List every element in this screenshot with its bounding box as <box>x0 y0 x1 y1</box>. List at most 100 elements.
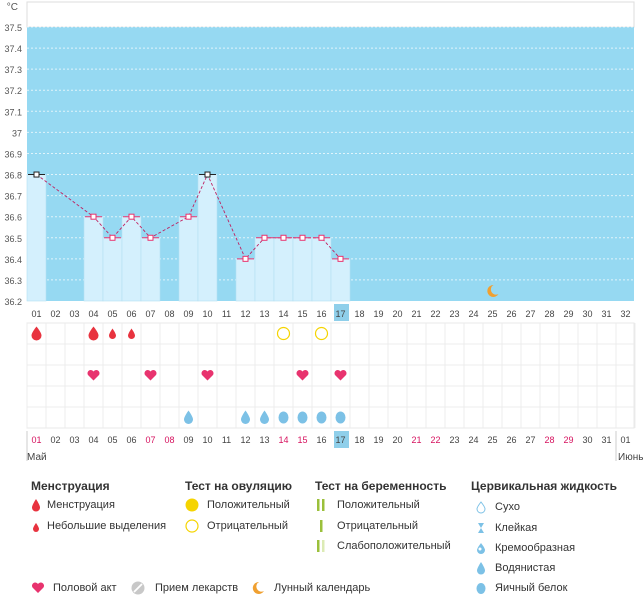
legend-label: Отрицательный <box>337 520 418 532</box>
legend-label: Кремообразная <box>495 542 576 554</box>
ovulation-negative-mark <box>276 326 291 341</box>
spotting-drop <box>109 328 116 339</box>
day-label: 29 <box>563 309 573 319</box>
y-tick-label: 36.2 <box>4 297 22 307</box>
legend-pregnancy-title: Тест на беременность <box>315 479 447 493</box>
moon-icon <box>252 581 264 594</box>
bottom-day-label: 02 <box>50 435 60 445</box>
bottom-day-label: 29 <box>563 435 573 445</box>
pill-icon <box>131 581 145 595</box>
y-tick-label: 36.8 <box>4 171 22 181</box>
day-label: 20 <box>392 309 402 319</box>
yellow-ring-icon <box>185 519 199 533</box>
legend-fluid-creamy: Кремообразная <box>475 541 575 555</box>
temperature-point <box>280 234 287 241</box>
month-label: Июнь <box>618 452 643 463</box>
double-bar-icon <box>317 499 325 511</box>
temperature-point <box>242 255 249 262</box>
bottom-day-label: 19 <box>373 435 383 445</box>
temperature-bar <box>26 174 47 302</box>
bottom-day-label: 13 <box>259 435 269 445</box>
temperature-point <box>33 171 40 178</box>
legend-pregnancy-negative: Отрицательный <box>315 519 418 533</box>
temperature-point <box>204 171 211 178</box>
faint-bar-icon <box>317 540 325 552</box>
temperature-bar <box>121 216 142 302</box>
bottom-day-label: 01 <box>620 435 630 445</box>
day-label: 07 <box>145 309 155 319</box>
fluid-watery-mark <box>241 410 250 424</box>
legend-label: Лунный календарь <box>274 582 371 594</box>
creamy-drop-icon <box>477 543 485 554</box>
day-label: 14 <box>278 309 288 319</box>
day-label: 02 <box>50 309 60 319</box>
bottom-day-label: 14 <box>278 435 288 445</box>
day-label: 22 <box>430 309 440 319</box>
legend-menstruation: Менструация <box>31 498 115 512</box>
temperature-point <box>185 213 192 220</box>
day-label: 05 <box>107 309 117 319</box>
legend-spotting: Небольшие выделения <box>31 519 166 533</box>
temperature-bar <box>102 237 123 302</box>
spotting-drop <box>128 328 135 339</box>
intercourse-heart <box>144 369 157 381</box>
y-tick-label: 37 <box>12 128 22 138</box>
bottom-day-label: 12 <box>240 435 250 445</box>
menstruation-drop <box>88 326 99 341</box>
legend-pregnancy-faint: Слабоположительный <box>315 539 451 553</box>
temperature-point <box>90 213 97 220</box>
fluid-eggwhite-mark <box>335 411 346 424</box>
moon-icon <box>487 284 499 297</box>
dry-drop-icon <box>476 501 486 514</box>
legend-fluid-sticky: Клейкая <box>475 521 537 535</box>
legend-label: Слабоположительный <box>337 540 451 552</box>
temperature-point <box>128 213 135 220</box>
y-tick-label: 36.9 <box>4 149 22 159</box>
day-label: 31 <box>601 309 611 319</box>
temperature-point <box>147 234 154 241</box>
y-tick-label: 37.5 <box>4 23 22 33</box>
y-tick-label: 36.3 <box>4 276 22 286</box>
menstruation-drop <box>31 326 42 341</box>
small-drop-icon <box>33 523 39 532</box>
bottom-day-label: 07 <box>145 435 155 445</box>
bottom-day-label: 08 <box>164 435 174 445</box>
legend-label: Положительный <box>337 499 420 511</box>
legend-label: Сухо <box>495 501 520 513</box>
day-label: 24 <box>468 309 478 319</box>
plot-top-band <box>26 1 635 28</box>
fluid-eggwhite-mark <box>278 411 289 424</box>
legend-label: Яичный белок <box>495 582 568 594</box>
y-tick-label: 36.7 <box>4 192 22 202</box>
bottom-day-label: 18 <box>354 435 364 445</box>
temperature-bar <box>83 216 104 302</box>
bottom-day-label: 26 <box>506 435 516 445</box>
bottom-day-label: 24 <box>468 435 478 445</box>
intercourse-heart <box>87 369 100 381</box>
y-tick-label: 37.1 <box>4 107 22 117</box>
legend-label: Половой акт <box>53 582 117 594</box>
fluid-eggwhite-mark <box>297 411 308 424</box>
legend-fluid-dry: Сухо <box>475 500 520 514</box>
bbt-chart: 37.5 37.4 37.3 37.2 37.1 37 36.9 36.8 36.7 36.6 36… <box>4 1 643 463</box>
watery-drop-icon <box>477 562 485 575</box>
bottom-day-label: 15 <box>297 435 307 445</box>
bottom-day-label: 11 <box>222 435 231 445</box>
temperature-point <box>318 234 325 241</box>
temperature-bar <box>292 237 313 302</box>
temperature-point <box>261 234 268 241</box>
day-label: 01 <box>31 309 41 319</box>
day-label: 25 <box>487 309 497 319</box>
eggwhite-drop-icon <box>476 583 486 594</box>
temperature-bar <box>273 237 294 302</box>
bottom-day-label: 21 <box>411 435 421 445</box>
bottom-day-label: 16 <box>316 435 326 445</box>
day-label: 23 <box>449 309 459 319</box>
day-label: 19 <box>373 309 383 319</box>
day-label: 12 <box>240 309 250 319</box>
legend-label: Клейкая <box>495 522 538 534</box>
day-label: 17 <box>335 309 345 319</box>
legend-menstruation-title: Менструация <box>31 479 110 493</box>
legend-fluid-title: Цервикальная жидкость <box>471 479 618 493</box>
legend-ovulation-negative: Отрицательный <box>185 519 288 533</box>
